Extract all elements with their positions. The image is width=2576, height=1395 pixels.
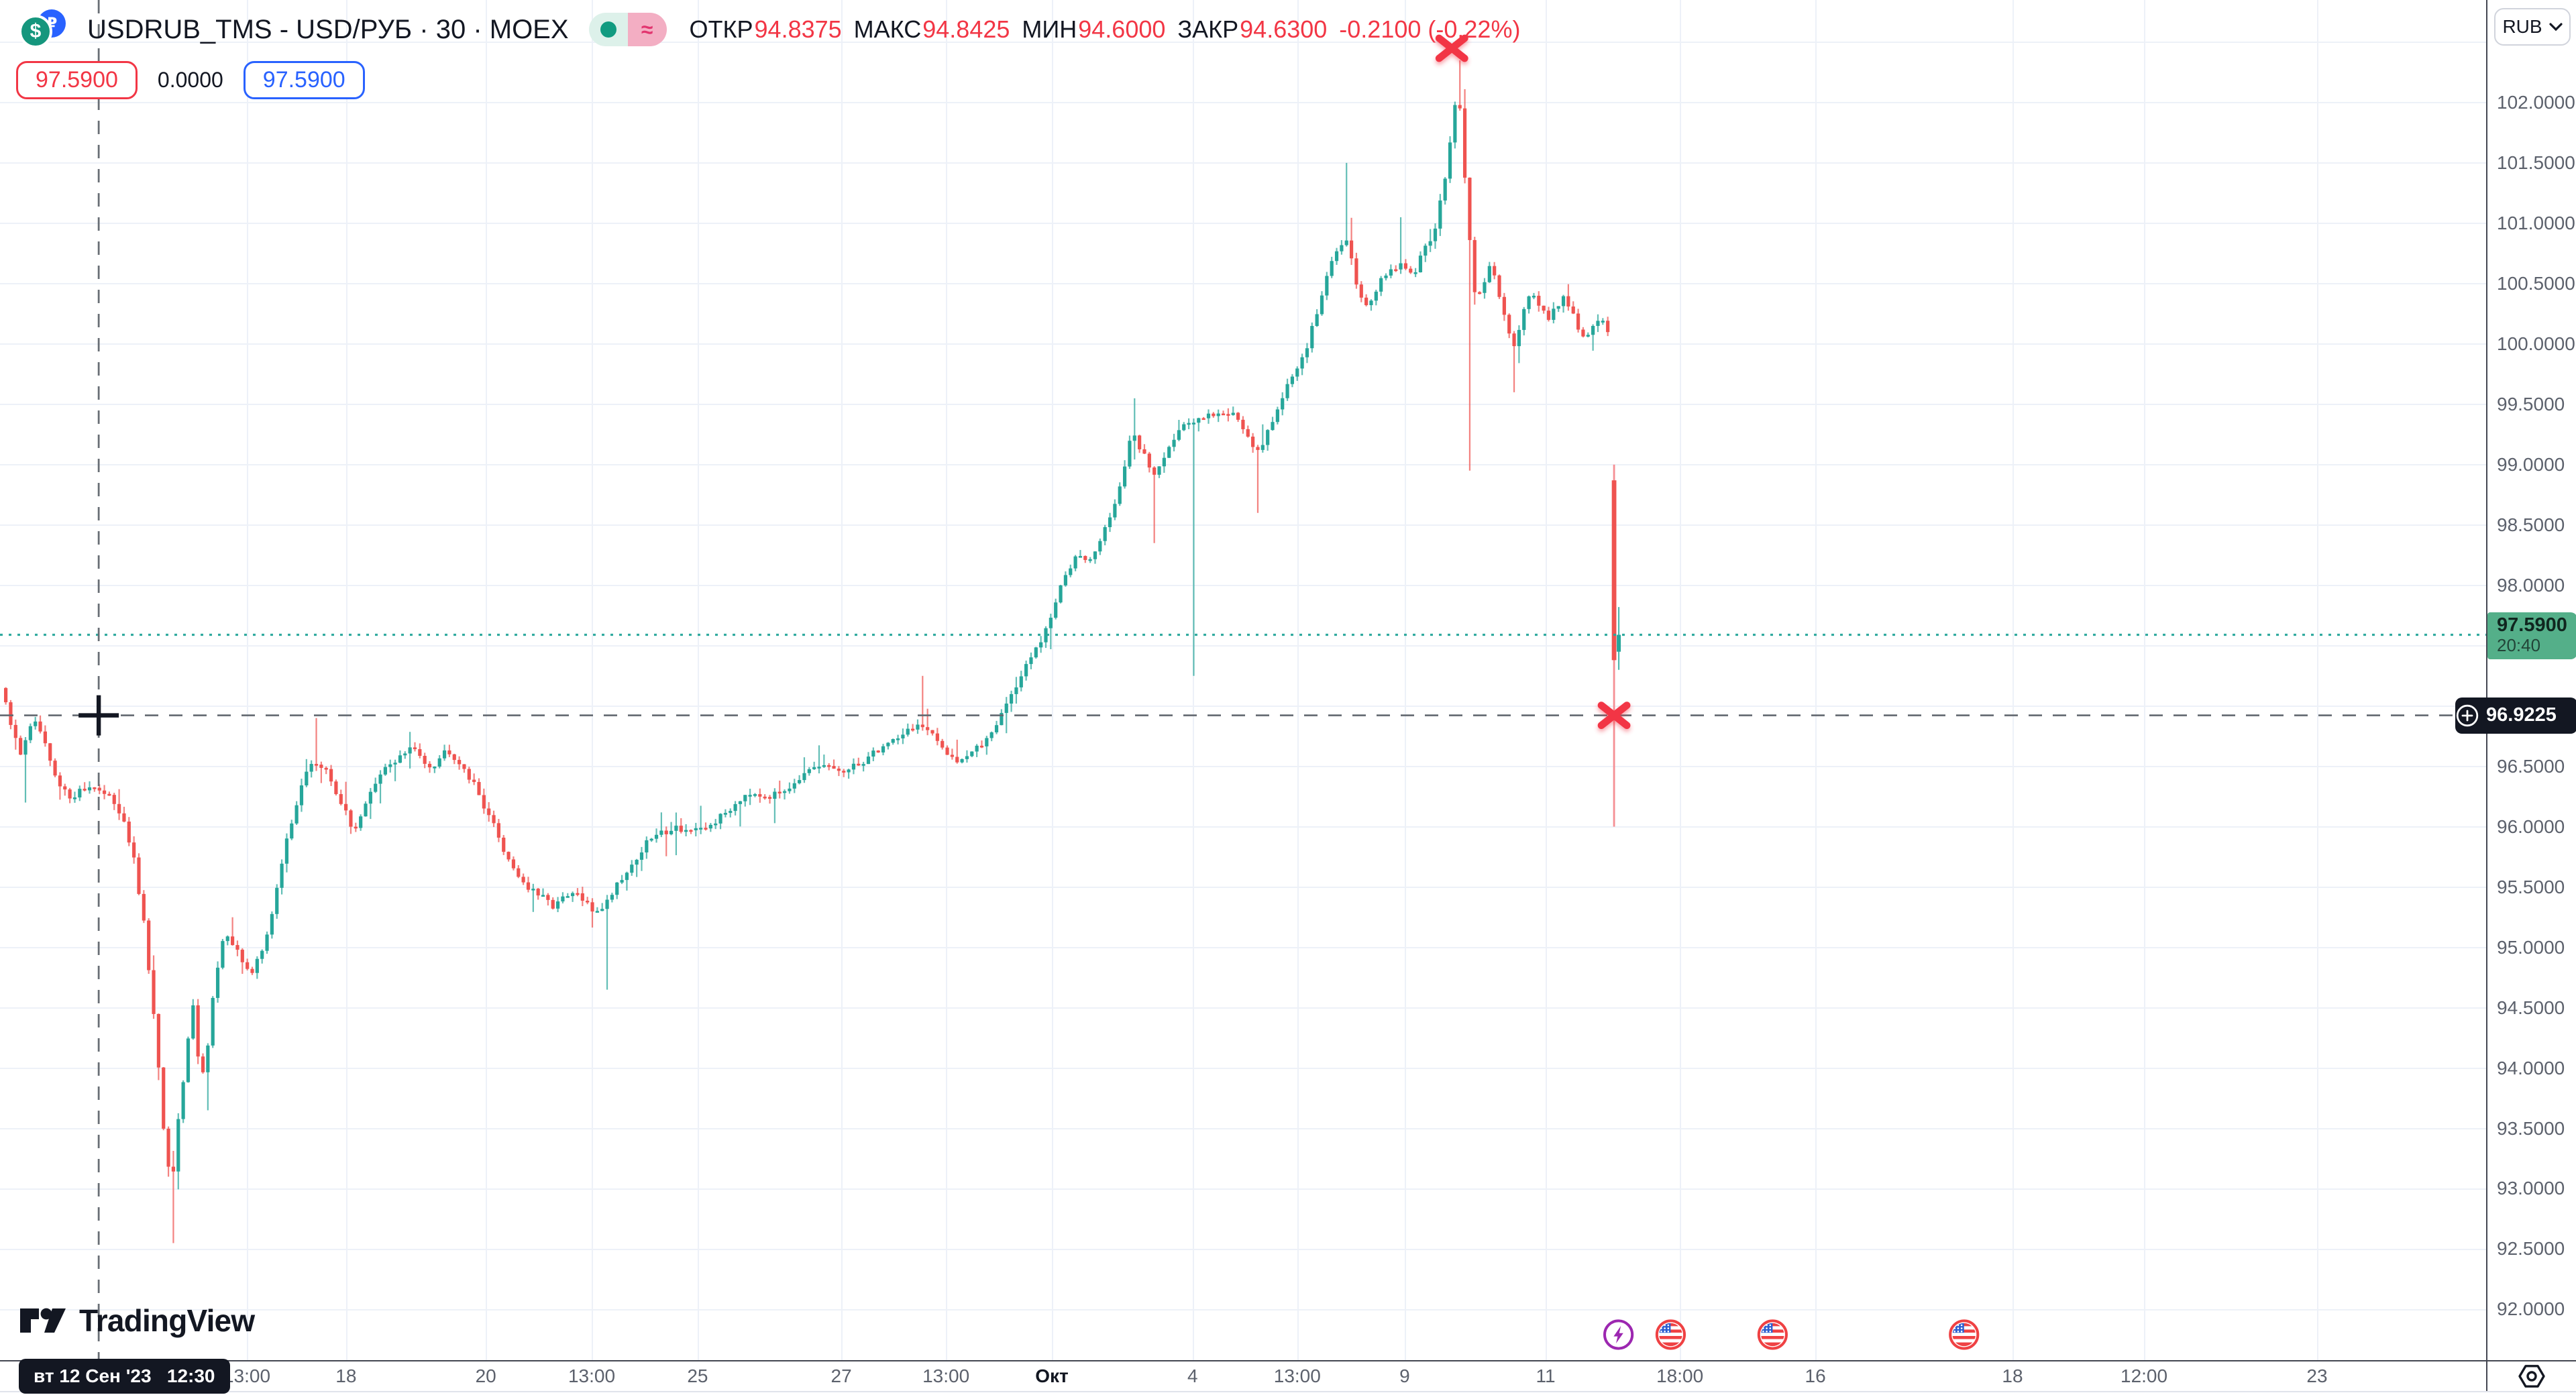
time-tick-label: 13:00 [223,1365,271,1386]
last-price-value: 97.5900 [2497,614,2567,636]
close-label: ЗАКР [1177,15,1239,43]
market-open-icon [588,13,628,46]
spread-value: 0.0000 [157,67,223,92]
time-tick-label: 4 [1187,1365,1198,1386]
price-tick-label: 94.0000 [2497,1057,2565,1078]
us-economic-event-icon[interactable] [1949,1319,1980,1350]
open-value: 94.8375 [754,15,842,43]
crosshair-price-value: 96.9225 [2486,704,2557,726]
news-flash-icon[interactable] [1603,1319,1634,1350]
high-value: 94.8425 [922,15,1010,43]
time-tick-label: 27 [830,1365,852,1386]
ohlc-readout: ОТКР 94.8375 МАКС 94.8425 МИН 94.6000 ЗАКР 9… [690,15,1521,44]
price-tick-label: 95.5000 [2497,876,2565,897]
time-tick-label: 18 [335,1365,357,1386]
price-tick-label: 92.0000 [2497,1298,2565,1320]
price-tick-label: 93.0000 [2497,1178,2565,1199]
us-economic-event-icon[interactable] [1757,1319,1788,1350]
price-tick-label: 96.0000 [2497,816,2565,837]
time-tick-label: 13:00 [922,1365,970,1386]
time-tick-label: Окт [1035,1365,1069,1386]
candlestick-chart[interactable] [0,0,2486,1360]
price-tick-label: 98.0000 [2497,574,2565,596]
candle-bodies [4,105,1621,1172]
price-tick-label: 95.0000 [2497,936,2565,958]
price-tick-label: 99.0000 [2497,453,2565,475]
time-tick-label: 11 [1536,1365,1556,1386]
price-tick-label: 100.5000 [2497,272,2575,294]
tradingview-wordmark: TradingView [79,1303,255,1338]
order-x-marker[interactable] [1597,702,1631,730]
time-tick-label: 20 [475,1365,496,1386]
current-candle-body [1617,634,1621,652]
chart-plot-area[interactable] [0,0,2486,1360]
price-tick-label: 94.5000 [2497,997,2565,1018]
time-tick-label: 13:00 [568,1365,616,1386]
high-label: МАКС [853,15,922,43]
time-tick-label: 12:00 [2121,1365,2168,1386]
chart-legend: ₽ $ USDRUB_TMS - USD/РУБ · 30 · MOEX ≈ О… [16,9,1520,101]
settings-nut-icon [2518,1365,2545,1388]
trade-panel: 97.5900 0.0000 97.5900 [16,59,1520,101]
gridlines [0,0,2486,1360]
usd-coin-icon: $ [19,15,52,48]
order-x-marker[interactable] [1435,34,1468,62]
chevron-down-icon [2548,23,2563,32]
bottom-divider [0,1391,2576,1392]
currency-label: RUB [2502,16,2542,37]
last-candle-body [1611,480,1617,661]
tradingview-mark-icon [20,1308,66,1333]
time-tick-label: 13:00 [1273,1365,1321,1386]
crosshair-time-label: вт 12 Сен '23 12:30 [19,1359,230,1394]
price-tick-label: 93.5000 [2497,1117,2565,1139]
price-tick-label: 98.5000 [2497,514,2565,535]
market-status-pill[interactable]: ≈ [588,13,667,46]
time-tick-label: 18 [2002,1365,2023,1386]
sell-button[interactable]: 97.5900 [16,60,138,99]
last-price-label[interactable]: 97.5900 20:40 [2487,612,2576,659]
add-alert-plus-icon[interactable] [2455,704,2479,728]
time-tick-label: 18:00 [1656,1365,1704,1386]
price-tick-label: 101.0000 [2497,212,2575,233]
price-tick-label: 102.0000 [2497,91,2575,113]
price-tick-label: 96.5000 [2497,755,2565,777]
crosshair-cursor-icon [78,695,119,736]
time-tick-label: 23 [2306,1365,2328,1386]
price-tick-label: 101.5000 [2497,152,2575,173]
bar-countdown: 20:40 [2497,634,2541,655]
price-tick-label: 99.5000 [2497,393,2565,414]
close-value: 94.6300 [1240,15,1328,43]
axis-settings-corner[interactable] [2486,1360,2576,1391]
time-tick-label: 16 [1805,1365,1826,1386]
low-value: 94.6000 [1078,15,1166,43]
crosshair [0,0,2486,1360]
price-tick-label: 92.5000 [2497,1238,2565,1260]
symbol-title[interactable]: USDRUB_TMS - USD/РУБ · 30 · MOEX [87,14,569,44]
price-tick-label: 100.0000 [2497,333,2575,354]
time-tick-label: 9 [1399,1365,1410,1386]
open-label: ОТКР [689,15,753,43]
price-axis[interactable]: RUB 102.0000 101.5000 101.0000 100.5000 100.… [2455,0,2576,1360]
change-value: -0.2100 (-0.22%) [1339,15,1521,43]
delayed-data-icon: ≈ [627,13,667,46]
us-economic-event-icon[interactable] [1655,1319,1686,1350]
time-tick-label: 25 [687,1365,708,1386]
tradingview-logo[interactable]: TradingView [19,1302,255,1339]
currency-selector[interactable]: RUB [2494,8,2571,46]
symbol-logo-icon: ₽ $ [16,9,72,50]
low-label: МИН [1022,15,1077,43]
buy-button[interactable]: 97.5900 [243,60,365,99]
time-axis[interactable]: 13:00 18 20 13:00 25 27 13:00 Окт 4 13:00 9 11 18:00… [0,1359,2486,1394]
crosshair-price-label[interactable]: 96.9225 [2455,697,2576,734]
